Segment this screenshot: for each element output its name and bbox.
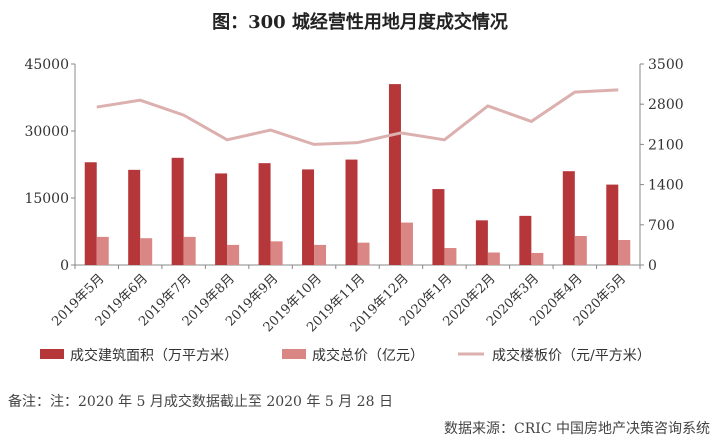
chart-title: 图：300 城经营性用地月度成交情况 <box>212 12 508 33</box>
legend-total-swatch <box>282 349 306 359</box>
bar-area <box>606 184 619 265</box>
legend-area-swatch <box>40 349 64 359</box>
y-right-tick-label: 1400 <box>648 178 684 194</box>
bar-area <box>215 173 228 265</box>
bar-total <box>270 241 283 265</box>
price-line <box>96 88 619 146</box>
bar-area <box>519 215 532 265</box>
bar-total <box>531 252 544 265</box>
bar-total <box>400 222 413 265</box>
series-area-bars <box>84 84 619 265</box>
legend-area-label: 成交建筑面积（万平方米） <box>70 347 238 364</box>
y-left-tick-label: 45000 <box>24 57 69 73</box>
bar-area <box>128 169 141 265</box>
legend: 成交建筑面积（万平方米） 成交总价（亿元） 成交楼板价（元/平方米） <box>40 347 651 364</box>
bar-area <box>432 189 445 265</box>
bar-total <box>140 238 153 265</box>
bar-total <box>96 236 109 265</box>
bar-total <box>314 244 327 265</box>
y-right-tick-label: 700 <box>648 218 675 234</box>
series-total-bars <box>96 222 631 265</box>
bar-total <box>444 248 457 265</box>
y-left-tick-label: 15000 <box>24 191 69 207</box>
y-right-tick-label: 0 <box>648 258 657 274</box>
y-right-tick-label: 2100 <box>648 137 684 153</box>
bar-area <box>84 162 97 265</box>
legend-price-label: 成交楼板价（元/平方米） <box>492 347 651 364</box>
data-source: 数据来源：CRIC 中国房地产决策咨询系统 <box>444 421 710 437</box>
series-price-line <box>96 88 619 146</box>
bar-area <box>302 169 315 265</box>
axes: 0 15000 30000 45000 0 700 1400 2100 2800 3500 <box>24 57 683 274</box>
bar-area <box>171 157 184 265</box>
footnote: 备注：注：2020 年 5 月成交数据截止至 2020 年 5 月 28 日 <box>8 394 393 410</box>
bar-area <box>258 163 271 265</box>
legend-total-label: 成交总价（亿元） <box>312 347 424 364</box>
bar-total <box>487 252 500 265</box>
x-axis-labels: 2019年5月2019年6月2019年7月2019年8月2019年9月2019年… <box>49 271 629 335</box>
bar-area <box>388 84 401 265</box>
bar-total <box>227 244 240 265</box>
bar-total <box>618 239 631 265</box>
bar-area <box>562 171 575 265</box>
y-left-tick-label: 0 <box>60 258 69 274</box>
bar-total <box>357 242 370 265</box>
bar-area <box>345 159 358 265</box>
bar-total <box>574 235 587 265</box>
y-left-tick-label: 30000 <box>24 124 69 140</box>
bar-total <box>183 236 196 265</box>
y-right-tick-label: 3500 <box>648 57 684 73</box>
y-right-tick-label: 2800 <box>648 97 684 113</box>
bar-area <box>475 220 488 265</box>
